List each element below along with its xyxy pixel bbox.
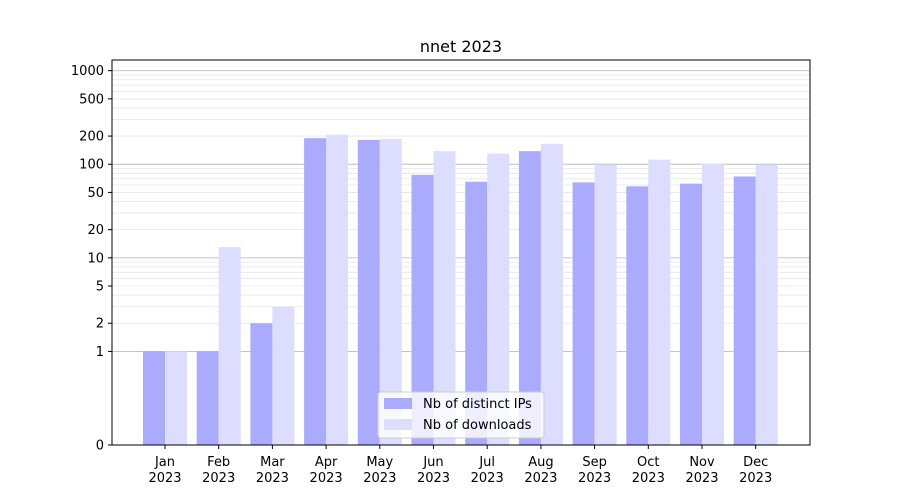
bar (755, 165, 778, 445)
y-tick-label: 200 (79, 130, 104, 145)
x-tick-label: Oct 2023 (632, 455, 665, 486)
bar (304, 138, 327, 446)
bar (218, 247, 241, 445)
y-tick-label: 1000 (71, 64, 104, 79)
bar (379, 139, 402, 445)
x-tick-label: Mar 2023 (256, 455, 289, 486)
bar (250, 323, 273, 445)
legend-swatch (384, 419, 412, 430)
x-tick-label: Jun 2023 (417, 455, 450, 486)
bar (357, 139, 380, 445)
y-tick-label: 50 (87, 186, 104, 201)
bar (433, 151, 456, 446)
bar (165, 351, 187, 445)
x-axis: Jan 2023 Feb 2023 Mar 2023 Apr 2023 May 2023 Jun 20… (148, 445, 772, 486)
bar (733, 176, 756, 446)
bars (143, 134, 778, 446)
legend-label: Nb of downloads (423, 418, 532, 433)
y-tick-label: 100 (79, 158, 104, 173)
bar (680, 183, 702, 445)
x-tick-label: Apr 2023 (310, 455, 343, 486)
legend-swatch (384, 398, 412, 409)
bar (594, 165, 617, 445)
bar (518, 151, 541, 446)
y-tick-label: 500 (79, 92, 104, 107)
y-tick-label: 5 (96, 280, 104, 295)
legend-label: Nb of distinct IPs (423, 397, 532, 412)
chart-title: nnet 2023 (420, 37, 502, 56)
x-tick-label: Dec 2023 (739, 455, 772, 486)
y-axis: 0 1 2 5 10 20 50 100 200 500 1000 (71, 64, 112, 454)
x-tick-label: Feb 2023 (202, 455, 235, 486)
bar (572, 182, 595, 445)
legend: Nb of distinct IPs Nb of downloads (377, 391, 545, 439)
bar (648, 159, 671, 445)
y-tick-label: 2 (96, 317, 104, 332)
bar (465, 181, 488, 446)
bar (196, 351, 219, 445)
x-tick-label: Jan 2023 (148, 455, 181, 486)
y-tick-label: 1 (96, 345, 104, 360)
bar (272, 306, 295, 445)
x-tick-label: Sep 2023 (578, 455, 611, 486)
x-tick-label: May 2023 (363, 455, 396, 486)
bar (326, 134, 349, 445)
y-tick-label: 0 (96, 439, 104, 454)
legend-box (377, 391, 545, 439)
y-tick-label: 10 (87, 251, 104, 266)
bar (143, 351, 165, 445)
bar (702, 163, 724, 445)
plot-area (111, 59, 811, 446)
x-tick-label: Aug 2023 (524, 455, 557, 486)
x-tick-label: Nov 2023 (685, 455, 718, 486)
bar (626, 186, 649, 445)
bar (411, 174, 434, 445)
x-tick-label: Jul 2023 (471, 455, 504, 486)
bar (487, 153, 510, 446)
y-tick-label: 20 (87, 223, 104, 238)
bar (540, 143, 563, 445)
